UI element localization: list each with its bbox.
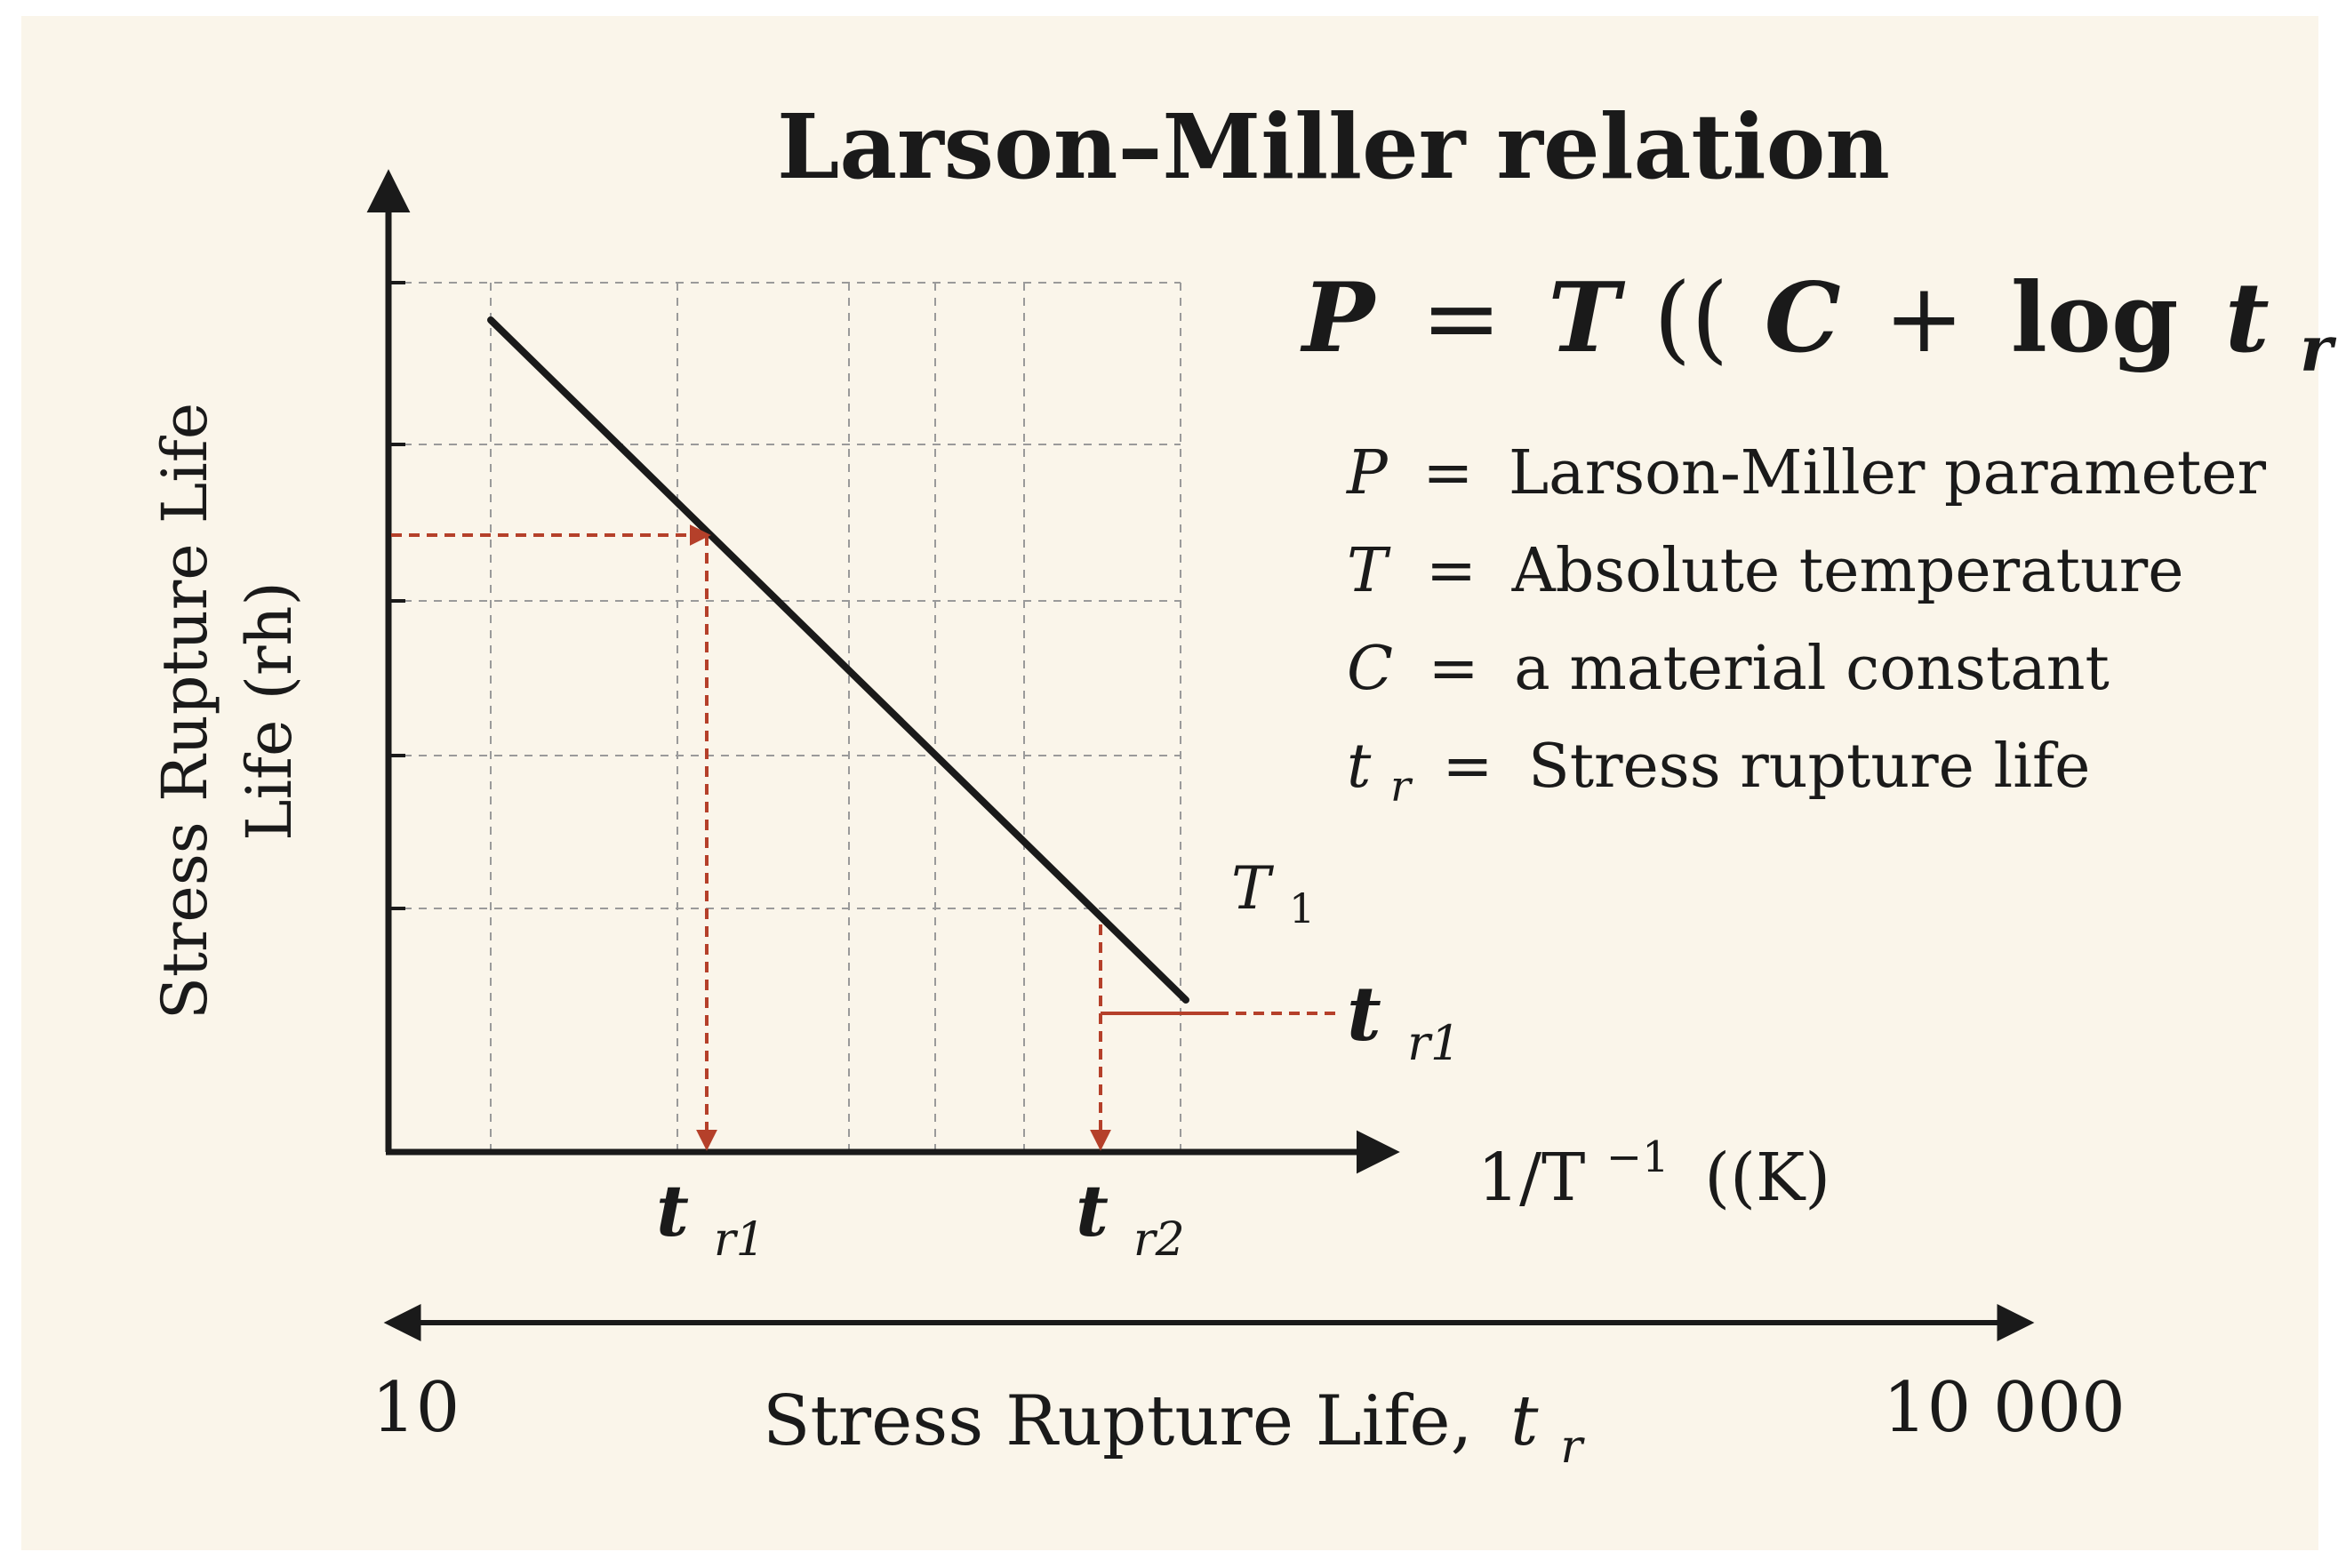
legend-item: P = Larson-Miller parameter	[1345, 438, 2266, 508]
y-axis-label-line2: Life (rh)	[233, 581, 306, 841]
diagram-title: Larson–Miller relation	[777, 94, 1890, 199]
legend: P = Larson-Miller parameter T = Absolute…	[1345, 438, 2266, 816]
bottom-scale-right: 10 000	[1883, 1368, 2126, 1448]
formula: P = T (( C + log t r )	[1300, 262, 2338, 394]
x-marker-tr2: t r2	[1076, 1169, 1185, 1267]
guide-tr1	[391, 524, 717, 1151]
plot-grid	[388, 282, 1181, 1152]
right-marker-label: t r1	[1347, 970, 1461, 1071]
legend-item: t r = Stress rupture life	[1347, 732, 2090, 816]
guide-tr2	[1090, 924, 1338, 1151]
x-marker-tr1: t r1	[656, 1169, 765, 1267]
bottom-scale-left: 10	[372, 1368, 460, 1448]
bottom-scale-label: Stress Rupture Life, t r	[763, 1381, 1585, 1474]
legend-item: C = a material constant	[1347, 634, 2110, 704]
y-axis-label-line1: Stress Rupture Life	[148, 403, 221, 1020]
y-axis-label: Stress Rupture Life Life (rh)	[148, 403, 306, 1020]
background-panel	[21, 16, 2318, 1550]
legend-item: T = Absolute temperature	[1347, 536, 2184, 606]
x-axis-label: 1/T −1 ((K)	[1477, 1111, 1830, 1216]
rupture-line	[487, 316, 1189, 1004]
curve-label: T 1	[1231, 854, 1315, 932]
